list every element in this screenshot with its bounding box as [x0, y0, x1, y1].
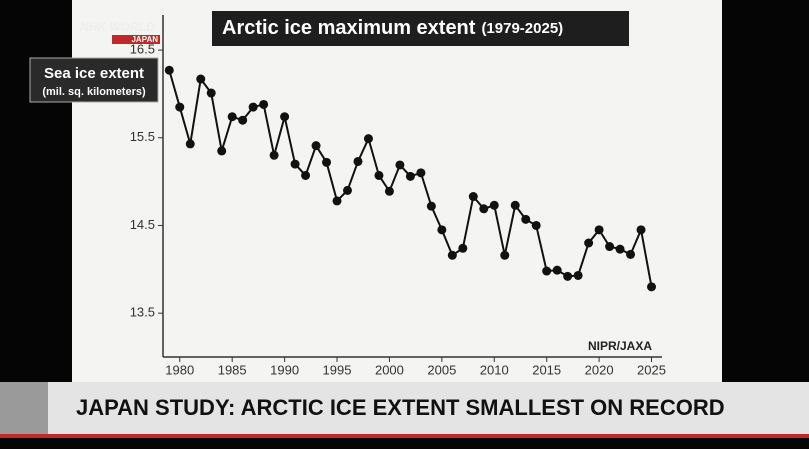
data-point	[374, 170, 384, 180]
data-point	[416, 168, 426, 178]
data-point	[458, 243, 468, 253]
data-point	[605, 242, 615, 252]
plot: 13.5 14.5 15.5 16.5 1980 1985 1990 1995 2000 2005…	[130, 15, 666, 377]
data-point	[185, 139, 195, 149]
data-point	[626, 249, 636, 259]
x-tick-label: 2005	[427, 362, 456, 377]
title-box	[212, 11, 629, 46]
title-sub: (1979-2025)	[481, 20, 563, 37]
data-point	[227, 112, 237, 122]
banner-rule	[0, 434, 809, 438]
data-point	[332, 196, 342, 206]
y-label-box	[29, 57, 159, 103]
logo-bar	[112, 35, 160, 44]
data-point	[542, 266, 552, 276]
x-tick-label: 1980	[165, 362, 194, 377]
logo: NHK WORLD	[80, 20, 155, 34]
x-tick-label: 2025	[637, 362, 666, 377]
x-tick-label: 2020	[585, 362, 614, 377]
data-point	[521, 214, 531, 224]
data-point	[343, 185, 353, 195]
data-point	[248, 102, 258, 112]
data-point	[175, 102, 185, 112]
data-point	[426, 201, 436, 211]
data-point	[217, 146, 227, 156]
data-point	[322, 157, 332, 167]
title-main: Arctic ice maximum extent	[222, 17, 476, 39]
data-point	[552, 265, 562, 275]
y-tick-label: 15.5	[130, 129, 155, 144]
source: NIPR/JAXA	[588, 339, 652, 353]
data-point	[531, 220, 541, 230]
data-point	[468, 192, 478, 202]
data-point	[395, 160, 405, 170]
data-point	[500, 250, 510, 260]
data-point	[238, 115, 248, 125]
data-point	[584, 238, 594, 248]
x-tick-label: 1985	[218, 362, 247, 377]
data-point	[594, 225, 604, 235]
banner	[0, 382, 809, 434]
data-point	[311, 141, 321, 151]
data-point	[259, 99, 269, 109]
data-point	[280, 112, 290, 122]
y-tick-label: 13.5	[130, 305, 155, 320]
data-point	[489, 200, 499, 210]
data-point	[447, 250, 457, 260]
data-point	[269, 150, 279, 160]
data-point	[353, 156, 363, 166]
chart-title: Arctic ice maximum extent (1979-2025)	[222, 17, 563, 39]
data-point	[437, 225, 447, 235]
data-point	[647, 282, 657, 292]
data-point	[563, 271, 573, 281]
data-point	[405, 171, 415, 181]
x-tick-label: 1990	[270, 362, 299, 377]
data-point	[573, 270, 583, 280]
data-point	[615, 244, 625, 254]
data-point	[363, 134, 373, 144]
data-point	[479, 204, 489, 214]
x-tick-label: 1995	[323, 362, 352, 377]
data-point	[510, 200, 520, 210]
data-point	[301, 170, 311, 180]
x-tick-label: 2010	[480, 362, 509, 377]
data-point	[196, 74, 206, 84]
y-axis-label: Sea ice extent	[44, 65, 144, 82]
banner-tab	[0, 382, 48, 434]
data-point	[206, 88, 216, 98]
y-tick-label: 14.5	[130, 217, 155, 232]
y-axis-unit: (mil. sq. kilometers)	[42, 86, 146, 98]
data-point	[290, 159, 300, 169]
x-tick-label: 2015	[532, 362, 561, 377]
headline: JAPAN STUDY: ARCTIC ICE EXTENT SMALLEST …	[76, 395, 725, 420]
data-point	[636, 225, 646, 235]
logo-sub: JAPAN	[131, 35, 158, 44]
chart-panel	[72, 0, 722, 382]
x-tick-label: 2000	[375, 362, 404, 377]
data-point	[164, 65, 174, 75]
y-tick-label: 16.5	[130, 42, 155, 57]
data-point	[384, 186, 394, 196]
